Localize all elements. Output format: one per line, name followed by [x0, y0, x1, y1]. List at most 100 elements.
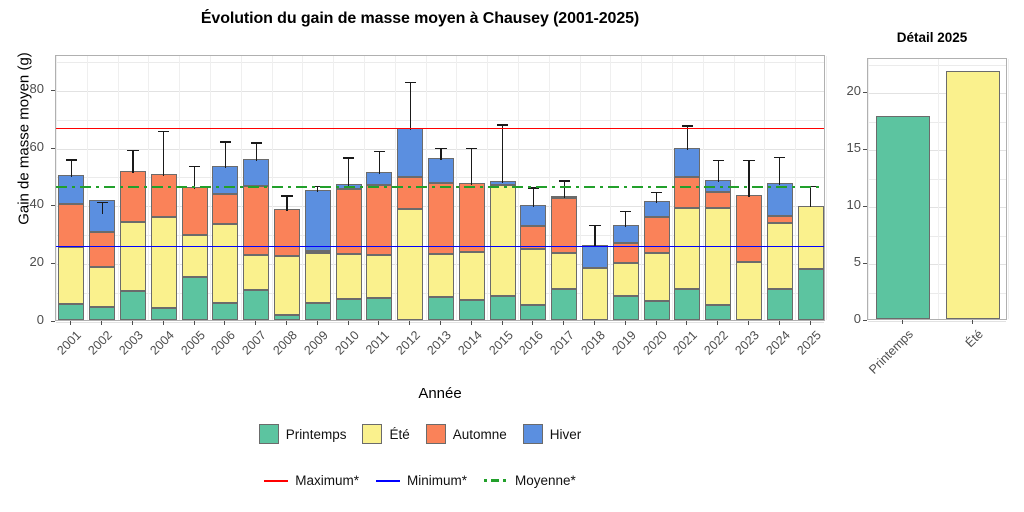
bar-segment[interactable]	[397, 177, 424, 209]
bar-group[interactable]	[89, 54, 116, 320]
bar-segment[interactable]	[766, 223, 793, 290]
bar-segment[interactable]	[181, 187, 208, 235]
bar-segment[interactable]	[612, 296, 639, 320]
bar-segment[interactable]	[458, 182, 485, 253]
bar-segment[interactable]	[428, 158, 454, 183]
bar-segment[interactable]	[274, 209, 300, 256]
bar-segment[interactable]	[643, 200, 670, 217]
bar-segment[interactable]	[674, 148, 701, 177]
bar-segment[interactable]	[89, 232, 116, 267]
bar-segment[interactable]	[120, 170, 146, 223]
bar-segment[interactable]	[551, 288, 578, 320]
bar-segment[interactable]	[212, 302, 239, 320]
bar-segment[interactable]	[212, 194, 239, 224]
bar-segment[interactable]	[397, 208, 424, 320]
bar-segment[interactable]	[797, 205, 824, 269]
bar-segment[interactable]	[304, 250, 331, 254]
bar-segment[interactable]	[551, 253, 578, 289]
bar-segment[interactable]	[736, 262, 762, 320]
bar-segment[interactable]	[797, 268, 824, 320]
bar-segment[interactable]	[150, 217, 177, 308]
bar-segment[interactable]	[89, 307, 116, 320]
bar-segment[interactable]	[582, 268, 608, 320]
bar-segment[interactable]	[705, 191, 732, 209]
bar-segment[interactable]	[674, 207, 701, 290]
bar-segment[interactable]	[766, 182, 793, 216]
bar-segment[interactable]	[551, 198, 578, 254]
bar-segment[interactable]	[674, 289, 701, 320]
bar-group[interactable]	[243, 54, 270, 320]
bar-group[interactable]	[520, 54, 547, 320]
bar-été[interactable]	[945, 70, 1001, 319]
bar-segment[interactable]	[181, 277, 208, 320]
bar-segment[interactable]	[766, 289, 793, 320]
bar-segment[interactable]	[335, 189, 362, 255]
bar-segment[interactable]	[736, 195, 762, 263]
bar-segment[interactable]	[366, 254, 393, 299]
legend-line-maximum[interactable]: Maximum*	[264, 473, 359, 488]
bar-group[interactable]	[582, 54, 608, 320]
legend-item-hiver[interactable]: Hiver	[522, 424, 581, 444]
bar-segment[interactable]	[612, 225, 639, 243]
bar-segment[interactable]	[520, 226, 547, 249]
bar-segment[interactable]	[520, 305, 547, 320]
bar-group[interactable]	[643, 54, 670, 320]
bar-group[interactable]	[766, 54, 793, 320]
bar-segment[interactable]	[150, 174, 177, 218]
bar-segment[interactable]	[120, 222, 146, 291]
bar-segment[interactable]	[58, 204, 85, 248]
bar-segment[interactable]	[212, 223, 239, 303]
bar-segment[interactable]	[643, 216, 670, 254]
bar-segment[interactable]	[58, 304, 85, 320]
bar-segment[interactable]	[304, 302, 331, 320]
bar-segment[interactable]	[243, 158, 270, 186]
bar-segment[interactable]	[89, 266, 116, 308]
bar-segment[interactable]	[520, 204, 547, 227]
bar-segment[interactable]	[335, 254, 362, 300]
bar-segment[interactable]	[458, 252, 485, 300]
bar-group[interactable]	[489, 54, 516, 320]
bar-segment[interactable]	[58, 175, 85, 205]
bar-group[interactable]	[366, 54, 393, 320]
bar-segment[interactable]	[643, 301, 670, 320]
bar-segment[interactable]	[612, 263, 639, 297]
bar-segment[interactable]	[705, 208, 732, 305]
bar-segment[interactable]	[243, 290, 270, 320]
bar-segment[interactable]	[181, 235, 208, 278]
bar-group[interactable]	[58, 54, 85, 320]
bar-segment[interactable]	[243, 254, 270, 291]
bar-group[interactable]	[736, 54, 762, 320]
legend-item-printemps[interactable]: Printemps	[258, 424, 346, 444]
bar-segment[interactable]	[304, 253, 331, 303]
legend-line-minimum[interactable]: Minimum*	[375, 473, 467, 488]
bar-segment[interactable]	[489, 184, 516, 297]
bar-segment[interactable]	[643, 253, 670, 302]
bar-segment[interactable]	[120, 290, 146, 320]
bar-segment[interactable]	[428, 182, 454, 254]
bar-group[interactable]	[335, 54, 362, 320]
bar-segment[interactable]	[366, 184, 393, 255]
bar-segment[interactable]	[58, 247, 85, 305]
bar-segment[interactable]	[766, 215, 793, 224]
bar-segment[interactable]	[274, 255, 300, 315]
bar-segment[interactable]	[582, 245, 608, 269]
bar-segment[interactable]	[674, 176, 701, 208]
bar-group[interactable]	[181, 54, 208, 320]
bar-group[interactable]	[274, 54, 300, 320]
bar-group[interactable]	[397, 54, 424, 320]
bar-segment[interactable]	[335, 299, 362, 320]
bar-group[interactable]	[674, 54, 701, 320]
legend-line-moyenne[interactable]: Moyenne*	[483, 473, 576, 488]
bar-group[interactable]	[120, 54, 146, 320]
bar-segment[interactable]	[458, 299, 485, 320]
bar-segment[interactable]	[397, 128, 424, 178]
bar-group[interactable]	[212, 54, 239, 320]
bar-group[interactable]	[150, 54, 177, 320]
bar-segment[interactable]	[366, 298, 393, 320]
bar-group[interactable]	[428, 54, 454, 320]
bar-segment[interactable]	[150, 307, 177, 320]
bar-segment[interactable]	[212, 166, 239, 195]
bar-segment[interactable]	[520, 248, 547, 306]
bar-segment[interactable]	[428, 253, 454, 297]
bar-segment[interactable]	[705, 304, 732, 320]
